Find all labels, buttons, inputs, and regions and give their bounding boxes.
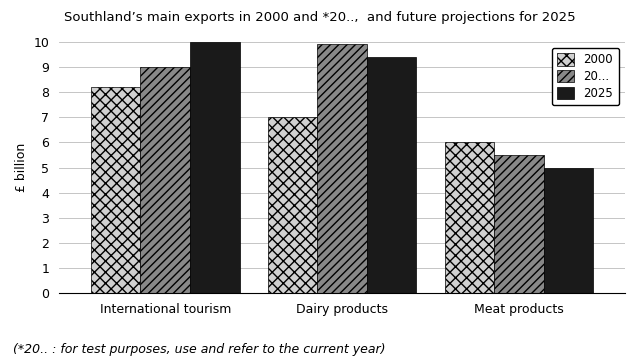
Y-axis label: £ billion: £ billion [15, 143, 28, 192]
Bar [367, 57, 417, 293]
Bar [268, 117, 317, 293]
Bar [190, 42, 239, 293]
Text: (*20.. : for test purposes, use and refer to the current year): (*20.. : for test purposes, use and refe… [13, 343, 385, 356]
Legend: 2000, 20..., 2025: 2000, 20..., 2025 [552, 48, 619, 105]
Text: Southland’s main exports in 2000 and *20..,  and future projections for 2025: Southland’s main exports in 2000 and *20… [64, 11, 576, 24]
Bar [543, 167, 593, 293]
Bar [494, 155, 543, 293]
Bar [141, 67, 190, 293]
Bar [445, 142, 494, 293]
Bar [317, 44, 367, 293]
Bar [91, 87, 141, 293]
